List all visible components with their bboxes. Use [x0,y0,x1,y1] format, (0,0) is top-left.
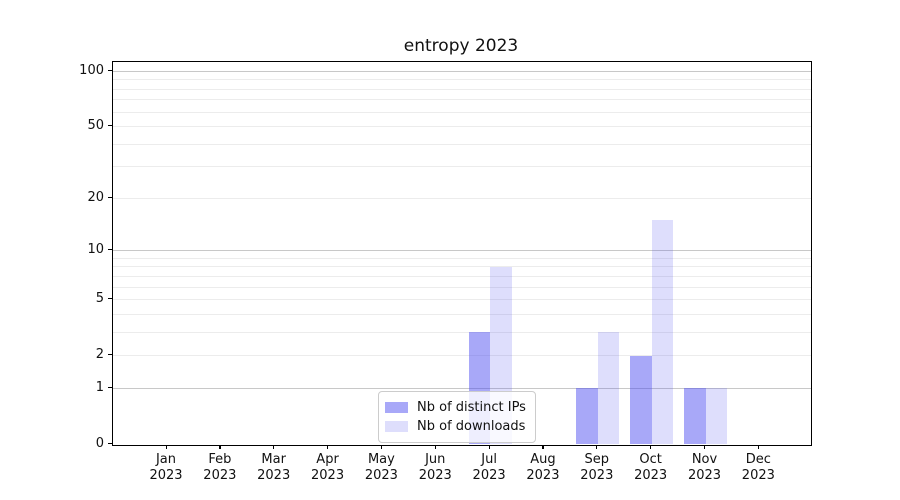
x-axis-tick-label-may-2023: May 2023 [364,451,398,483]
x-axis-tick-label-jun-2023: Jun 2023 [418,451,452,483]
y-tick-mark-1 [108,386,112,389]
gridline-minor-5 [113,299,811,301]
legend-label-distinct-ips: Nb of distinct IPs [417,400,526,415]
x-axis-tick-label-nov-2023: Nov 2023 [687,451,722,483]
x-axis-tick-label-jul-2023: Jul 2023 [472,451,506,483]
bar-nb-of-distinct-ips-nov-2023 [684,388,706,445]
gridline-minor-60 [113,111,811,113]
legend: Nb of distinct IPs Nb of downloads [378,391,536,443]
gridline-minor-90 [113,79,811,81]
gridline-minor-8 [113,266,811,268]
y-axis-tick-label-0: 0 [95,436,104,451]
x-tick-mark-may-2023 [380,444,383,449]
x-axis-tick-label-oct-2023: Oct 2023 [634,451,668,483]
x-tick-mark-feb-2023 [219,444,221,449]
x-tick-mark-dec-2023 [757,444,760,449]
x-axis-tick-label-feb-2023: Feb 2023 [203,451,237,483]
bar-nb-of-downloads-nov-2023 [705,388,727,445]
y-axis-tick-label-100: 100 [79,62,104,78]
y-axis-tick-label-20: 20 [87,189,104,205]
gridline-minor-3 [113,331,811,333]
gridline-minor-70 [113,99,811,101]
bar-nb-of-downloads-oct-2023 [651,220,674,445]
y-tick-mark-2 [108,354,112,356]
x-tick-mark-jan-2023 [165,444,167,449]
legend-swatch-downloads [385,421,408,432]
gridline-minor-2 [113,355,811,357]
gridline-minor-50 [113,126,811,128]
y-axis-tick-label-1: 1 [95,379,104,395]
legend-swatch-distinct-ips [385,402,408,413]
legend-entry-downloads: Nb of downloads [385,417,526,436]
bar-nb-of-distinct-ips-oct-2023 [630,355,652,445]
legend-label-downloads: Nb of downloads [417,419,526,434]
x-tick-mark-aug-2023 [542,444,544,449]
x-axis-tick-label-apr-2023: Apr 2023 [311,451,345,483]
gridline-minor-20 [113,197,811,199]
bar-nb-of-downloads-sep-2023 [597,332,620,445]
x-axis-tick-label-mar-2023: Mar 2023 [257,451,291,483]
gridline-minor-80 [113,88,811,90]
y-tick-mark-10 [108,249,112,251]
gridline-minor-40 [113,143,811,145]
y-axis-tick-label-50: 50 [87,118,104,134]
gridline-minor-9 [113,257,811,259]
bar-nb-of-distinct-ips-sep-2023 [576,388,598,445]
x-tick-mark-mar-2023 [273,444,275,449]
plot-area [112,61,812,446]
gridline-minor-6 [113,286,811,288]
gridline-minor-30 [113,166,811,168]
y-axis-tick-label-10: 10 [87,242,104,258]
gridline-minor-4 [113,313,811,315]
y-tick-mark-20 [108,196,112,198]
y-tick-mark-5 [108,298,112,300]
y-axis-tick-label-2: 2 [95,347,104,363]
gridline-major-100 [113,70,811,72]
x-tick-mark-apr-2023 [327,444,329,449]
gridline-minor-7 [113,275,811,277]
x-tick-mark-jun-2023 [434,444,436,449]
x-tick-mark-nov-2023 [704,444,706,449]
gridline-major-10 [113,250,811,252]
legend-entry-distinct-ips: Nb of distinct IPs [385,398,526,417]
x-axis-tick-label-dec-2023: Dec 2023 [741,451,775,483]
gridline-major-1 [113,387,811,389]
x-axis-tick-label-aug-2023: Aug 2023 [526,451,560,483]
x-axis-tick-label-sep-2023: Sep 2023 [580,451,614,483]
y-tick-mark-100 [108,69,112,71]
chart-title: entropy 2023 [403,36,519,56]
x-tick-mark-jul-2023 [488,444,490,449]
x-axis-tick-label-jan-2023: Jan 2023 [149,451,183,483]
y-axis-tick-label-5: 5 [95,291,104,307]
y-tick-mark-0 [108,443,112,445]
y-tick-mark-50 [108,125,112,127]
x-tick-mark-oct-2023 [650,444,652,449]
x-tick-mark-sep-2023 [596,444,598,449]
